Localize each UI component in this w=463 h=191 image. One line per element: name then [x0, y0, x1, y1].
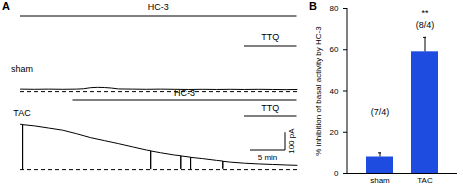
- svg-text:(8/4): (8/4): [416, 20, 435, 30]
- svg-text:TTQ: TTQ: [261, 103, 279, 113]
- svg-text:100 pA: 100 pA: [287, 128, 296, 154]
- svg-text:HC-3: HC-3: [174, 88, 195, 98]
- html-text:A: A: [2, 0, 10, 12]
- svg-text:sham: sham: [11, 64, 33, 74]
- svg-text:0: 0: [334, 169, 339, 178]
- svg-text:60: 60: [330, 45, 339, 54]
- svg-text:TAC: TAC: [417, 176, 433, 185]
- svg-text:20: 20: [330, 128, 339, 137]
- svg-text:% inhibition of basal activity: % inhibition of basal activity by HC-3: [314, 26, 323, 156]
- svg-text:(7/4): (7/4): [371, 107, 390, 117]
- svg-text:40: 40: [330, 87, 339, 96]
- svg-text:sham: sham: [370, 176, 390, 185]
- svg-text:**: **: [421, 8, 429, 18]
- svg-text:TTQ: TTQ: [261, 32, 279, 42]
- html-text:B: B: [309, 0, 317, 12]
- svg-text:TAC: TAC: [13, 108, 31, 118]
- svg-text:5 min: 5 min: [258, 153, 278, 162]
- svg-text:HC-3: HC-3: [148, 2, 169, 12]
- svg-text:80: 80: [330, 4, 339, 13]
